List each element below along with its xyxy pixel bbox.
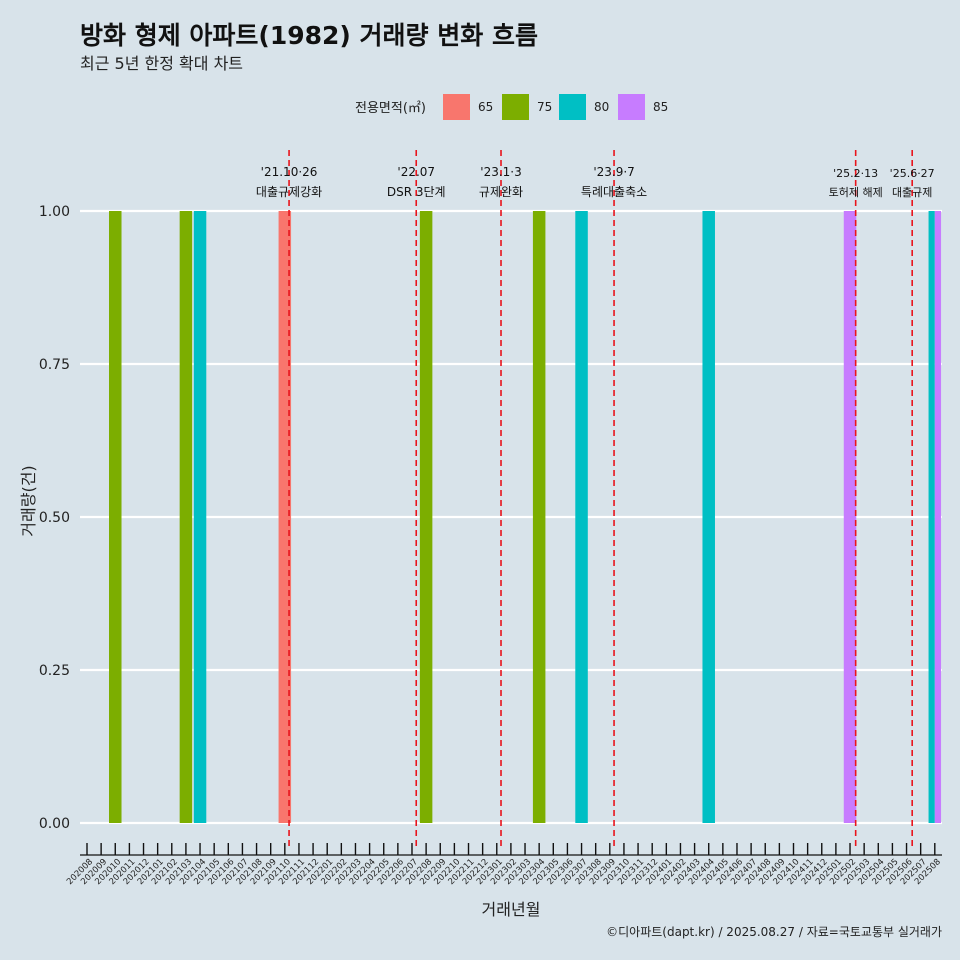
bar-202103-75 — [179, 211, 193, 823]
bar-202104-80 — [193, 211, 207, 823]
grid-lines — [80, 209, 942, 825]
event-date-2: '23.1·3 — [480, 165, 521, 179]
bar-202208-75 — [419, 211, 433, 823]
bar-202110-65 — [278, 211, 292, 823]
event-label-4: 토허제 해제 — [829, 185, 883, 199]
event-label-3: 특례대출축소 — [581, 185, 647, 199]
event-label-5: 대출규제 — [892, 186, 932, 199]
event-date-5: '25.6·27 — [890, 167, 935, 180]
y-tick-label: 0.00 — [39, 816, 70, 832]
bars — [109, 211, 942, 823]
legend-title: 전용면적(㎡) — [355, 101, 426, 116]
chart-subtitle: 최근 5년 한정 확대 차트 — [80, 54, 243, 73]
legend-label-65: 65 — [478, 100, 493, 114]
legend-swatch-75 — [502, 94, 529, 120]
chart-title: 방화 형제 아파트(1982) 거래량 변화 흐름 — [80, 21, 538, 50]
y-tick-label: 0.25 — [39, 663, 70, 679]
y-axis-ticks: 0.00 0.25 0.50 0.75 1.00 — [39, 204, 70, 832]
legend-swatch-80 — [559, 94, 586, 120]
legend-swatch-65 — [443, 94, 470, 120]
legend-label-85: 85 — [653, 100, 668, 114]
bar-202508-80 — [928, 211, 935, 823]
legend-label-75: 75 — [537, 100, 552, 114]
bar-202404-80 — [702, 211, 715, 823]
legend: 전용면적(㎡) 65 75 80 85 — [355, 94, 668, 120]
event-label-1: DSR 3단계 — [387, 185, 446, 199]
bar-202502-85 — [843, 211, 857, 823]
bar-202010-75 — [109, 211, 122, 823]
legend-label-80: 80 — [594, 100, 609, 114]
event-date-0: '21.10·26 — [261, 165, 318, 179]
x-axis-title: 거래년월 — [482, 900, 541, 919]
bar-202508-85 — [934, 211, 942, 823]
event-date-3: '23.9·7 — [593, 165, 634, 179]
y-tick-label: 0.75 — [39, 357, 70, 373]
caption: ©디아파트(dapt.kr) / 2025.08.27 / 자료=국토교통부 실… — [606, 925, 942, 939]
event-date-1: '22.07 — [397, 165, 435, 179]
event-date-4: '25.2·13 — [833, 167, 878, 180]
event-markers: '21.10·26 대출규제강화 '22.07 DSR 3단계 '23.1·3 규제완화 '… — [256, 150, 935, 850]
x-axis: 2020082020092020102020112020122021012021… — [65, 843, 943, 887]
y-tick-label: 1.00 — [39, 204, 70, 220]
bar-202304-75 — [532, 211, 546, 823]
legend-swatch-85 — [618, 94, 645, 120]
y-tick-label: 0.50 — [39, 510, 70, 526]
event-label-0: 대출규제강화 — [256, 185, 322, 199]
bar-202307-80 — [575, 211, 588, 823]
y-axis-title: 거래량(건) — [19, 465, 38, 536]
event-label-2: 규제완화 — [479, 185, 523, 199]
